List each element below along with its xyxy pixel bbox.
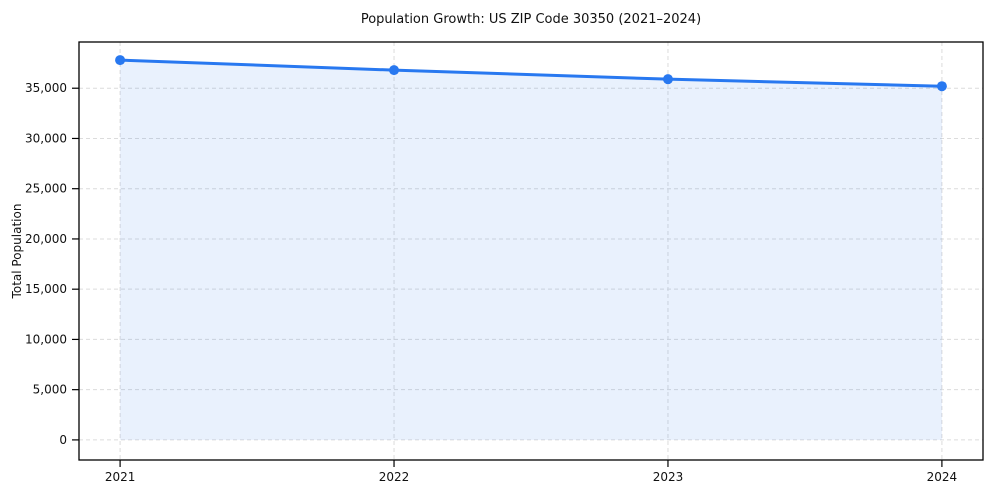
data-point-2021 [115,55,126,66]
axis-layer: 0 5,000 10,000 15,000 20,000 25,000 30,000 35,0… [25,41,984,484]
y-axis-label: Total Population [10,204,24,300]
y-tick-label: 15,000 [25,282,67,296]
x-tick-label: 2023 [653,470,684,484]
y-tick-label: 0 [59,433,67,447]
data-point-2022 [389,65,400,76]
y-tick-label: 10,000 [25,332,67,346]
data-point-2024 [936,81,947,92]
y-tick-label: 5,000 [33,383,67,397]
x-tick-label: 2021 [105,470,136,484]
y-tick-label: 20,000 [25,232,67,246]
plot-border [78,41,984,461]
x-tick-label: 2024 [927,470,958,484]
data-point-2023 [662,74,673,85]
grid-layer [79,42,983,460]
area-fill [120,60,942,440]
y-tick-label: 30,000 [25,131,67,145]
data-layer [115,55,947,440]
data-line [118,58,944,88]
y-tick-label: 35,000 [25,81,67,95]
x-tick-label: 2022 [379,470,410,484]
chart-title: Population Growth: US ZIP Code 30350 (20… [361,12,701,27]
y-tick-label: 25,000 [25,182,67,196]
